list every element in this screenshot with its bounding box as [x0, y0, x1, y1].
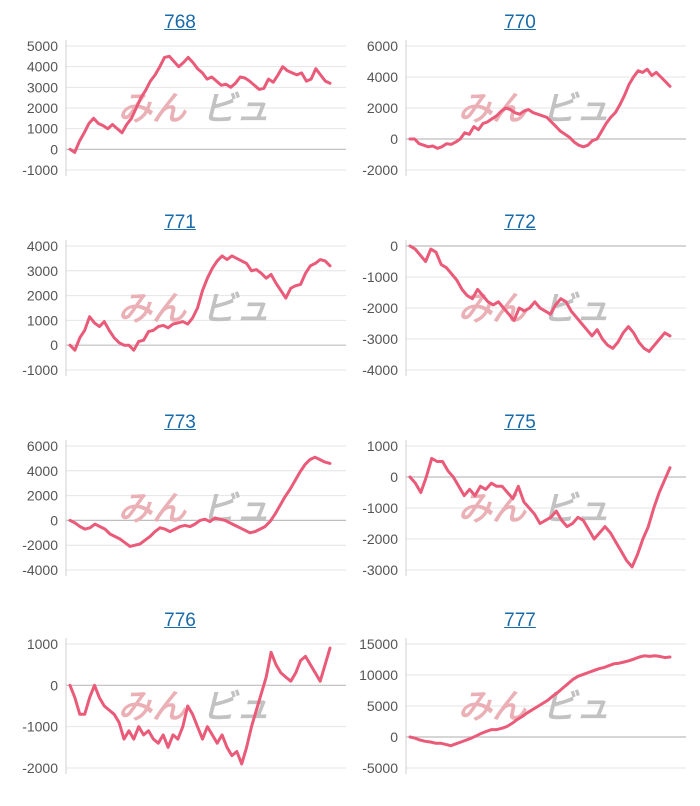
- y-tick-label: -2000: [362, 162, 398, 178]
- y-tick-label: 0: [390, 729, 398, 745]
- watermark-right: ビュ: [202, 489, 270, 529]
- y-tick-label: -3000: [362, 562, 398, 578]
- series-line: [408, 67, 672, 150]
- chart-title-link[interactable]: 768: [164, 12, 196, 33]
- watermark-right: ビュ: [202, 687, 270, 727]
- chart-title-link[interactable]: 772: [504, 212, 536, 233]
- chart-panel-775: 775 1000 0 -1000 -2000 -3000 みん ビュ: [350, 412, 690, 608]
- y-tick-label: 0: [50, 337, 58, 353]
- y-tick-label: 3000: [27, 263, 58, 279]
- y-tick-label: -2000: [22, 537, 58, 553]
- y-tick-label: 3000: [27, 79, 58, 95]
- series-line: [408, 456, 672, 569]
- y-tick-label: 1000: [27, 636, 58, 652]
- chart-panel-773: 773 6000 4000 2000 0 -2000 -4000 みん ビュ: [10, 412, 350, 608]
- y-tick-label: 0: [50, 512, 58, 528]
- chart-panel-771: 771 4000 3000 2000 1000 0 -1000 みん ビュ: [10, 212, 350, 408]
- y-tick-label: -1000: [362, 269, 398, 285]
- y-tick-label: -1000: [22, 362, 58, 378]
- chart-panel-770: 770 6000 4000 2000 0 -2000 みん ビュ: [350, 12, 690, 208]
- chart-title-link[interactable]: 773: [164, 412, 196, 433]
- y-tick-label: 1000: [27, 121, 58, 137]
- series-line: [408, 244, 672, 353]
- y-tick-label: -1000: [22, 719, 58, 735]
- chart-panel-777: 777 15000 10000 5000 0 -5000 みん ビュ: [350, 610, 690, 806]
- y-tick-label: 5000: [367, 698, 398, 714]
- y-tick-label: -1000: [362, 500, 398, 516]
- y-tick-label: -3000: [362, 331, 398, 347]
- series-line: [68, 254, 332, 352]
- chart-title-link[interactable]: 776: [164, 610, 196, 631]
- y-tick-label: -2000: [362, 531, 398, 547]
- y-tick-label: 4000: [367, 69, 398, 85]
- y-tick-label: 6000: [367, 38, 398, 54]
- y-tick-label: -4000: [22, 562, 58, 578]
- chart-svg: 1000 0 -1000 -2000 -3000 みん ビュ: [362, 438, 686, 578]
- watermark-right: ビュ: [542, 687, 610, 727]
- y-tick-label: -1000: [22, 162, 58, 178]
- y-tick-label: -4000: [362, 362, 398, 378]
- y-tick-label: -2000: [362, 300, 398, 316]
- series-line: [68, 54, 332, 154]
- watermark-left: みん: [118, 489, 187, 529]
- watermark-left: みん: [458, 489, 527, 529]
- y-tick-label: 2000: [27, 100, 58, 116]
- y-tick-label: 4000: [27, 238, 58, 254]
- y-tick-label: 0: [390, 131, 398, 147]
- y-tick-label: 4000: [27, 463, 58, 479]
- chart-title-link[interactable]: 771: [164, 212, 196, 233]
- y-tick-label: 2000: [27, 488, 58, 504]
- y-tick-label: 4000: [27, 59, 58, 75]
- y-tick-label: 0: [390, 469, 398, 485]
- chart-panel-776: 776 1000 0 -1000 -2000 みん ビュ: [10, 610, 350, 806]
- y-tick-label: 0: [390, 238, 398, 254]
- chart-svg: 1000 0 -1000 -2000 みん ビュ: [22, 636, 346, 776]
- y-tick-label: 2000: [27, 288, 58, 304]
- watermark-right: ビュ: [202, 89, 270, 129]
- series-line: [408, 654, 672, 748]
- y-tick-label: -5000: [362, 760, 398, 776]
- y-tick-label: -2000: [22, 760, 58, 776]
- chart-title-link[interactable]: 775: [504, 412, 536, 433]
- watermark-left: みん: [118, 687, 187, 727]
- y-tick-label: 1000: [367, 438, 398, 454]
- y-tick-label: 0: [50, 677, 58, 693]
- series-line: [68, 455, 332, 548]
- watermark-right: ビュ: [202, 289, 270, 329]
- chart-svg: 6000 4000 2000 0 -2000 -4000 みん ビュ: [22, 438, 346, 578]
- watermark-right: ビュ: [542, 489, 610, 529]
- y-tick-label: 2000: [367, 100, 398, 116]
- y-tick-label: 5000: [27, 38, 58, 54]
- chart-title-link[interactable]: 777: [504, 610, 536, 631]
- chart-title-link[interactable]: 770: [504, 12, 536, 33]
- chart-panel-768: 768 5000 4000 3000 2000 1000 0 -1000 みん ビュ: [10, 12, 350, 208]
- y-tick-label: 10000: [359, 667, 398, 683]
- y-tick-label: 15000: [359, 636, 398, 652]
- y-tick-label: 6000: [27, 438, 58, 454]
- y-tick-label: 0: [50, 141, 58, 157]
- chart-panel-772: 772 0 -1000 -2000 -3000 -4000 みん ビュ: [350, 212, 690, 408]
- y-tick-label: 1000: [27, 312, 58, 328]
- series-line: [68, 646, 332, 766]
- watermark-left: みん: [458, 89, 527, 129]
